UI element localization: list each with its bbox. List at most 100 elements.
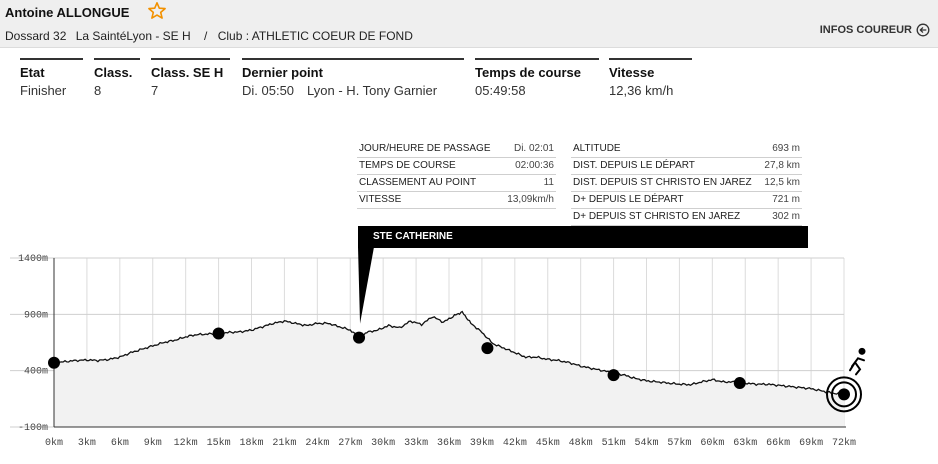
checkpoint-marker[interactable] bbox=[607, 369, 620, 382]
x-tick-label: 3km bbox=[78, 437, 96, 449]
y-tick-label: 900m bbox=[24, 310, 48, 321]
checkpoint-marker[interactable] bbox=[481, 342, 494, 355]
info-row: D+ DEPUIS ST CHRISTO EN JAREZ 302 m bbox=[571, 209, 802, 226]
x-tick-label: 36km bbox=[437, 437, 461, 449]
y-tick-label: -100m bbox=[18, 423, 48, 434]
x-tick-label: 63km bbox=[733, 437, 757, 449]
x-tick-label: 48km bbox=[569, 437, 593, 449]
x-tick-label: 0km bbox=[45, 437, 63, 449]
x-tick-label: 54km bbox=[634, 437, 658, 449]
checkpoint-marker[interactable] bbox=[48, 356, 60, 369]
x-tick-label: 24km bbox=[305, 437, 329, 449]
x-tick-label: 72km bbox=[832, 437, 856, 449]
info-value: 11 bbox=[543, 177, 554, 188]
header-bar: Antoine ALLONGUE Dossard 32 La SaintéLyo… bbox=[0, 0, 938, 48]
info-key: VITESSE bbox=[359, 194, 402, 205]
race-category: La SaintéLyon - SE H bbox=[75, 29, 191, 43]
x-tick-label: 30km bbox=[371, 437, 395, 449]
callout-pointer bbox=[358, 248, 374, 324]
stat-dernier-point: Dernier point Di. 05:50 Lyon - H. Tony Ga… bbox=[242, 58, 464, 98]
stat-temps-course: Temps de course 05:49:58 bbox=[475, 58, 599, 98]
info-key: D+ DEPUIS LE DÉPART bbox=[573, 194, 684, 205]
circle-arrow-left-icon bbox=[916, 23, 930, 37]
x-tick-label: 21km bbox=[272, 437, 296, 449]
y-axis-ticks: 1400m 900m 400m -100m bbox=[18, 254, 48, 434]
info-row: DIST. DEPUIS ST CHRISTO EN JAREZ 12,5 km bbox=[571, 175, 802, 192]
stat-vitesse: Vitesse 12,36 km/h bbox=[609, 58, 692, 98]
stat-value: 05:49:58 bbox=[475, 83, 526, 98]
infos-coureur-button[interactable]: INFOS COUREUR bbox=[820, 23, 930, 37]
stat-value: Di. 05:50 bbox=[242, 83, 295, 98]
stat-class-category: Class. SE H 7 bbox=[151, 58, 230, 98]
info-row: VITESSE 13,09km/h bbox=[357, 192, 556, 209]
checkpoint-passage-table: JOUR/HEURE DE PASSAGE Di. 02:01 TEMPS DE … bbox=[357, 141, 556, 209]
x-tick-label: 6km bbox=[111, 437, 129, 449]
info-key: D+ DEPUIS ST CHRISTO EN JAREZ bbox=[573, 211, 741, 222]
stat-value: Finisher bbox=[20, 83, 67, 98]
info-key: DIST. DEPUIS LE DÉPART bbox=[573, 160, 695, 171]
info-key: JOUR/HEURE DE PASSAGE bbox=[359, 143, 491, 154]
x-tick-label: 42km bbox=[503, 437, 527, 449]
y-tick-label: 400m bbox=[24, 367, 48, 378]
info-key: ALTITUDE bbox=[573, 143, 621, 154]
x-tick-label: 33km bbox=[404, 437, 428, 449]
checkpoint-markers bbox=[48, 327, 862, 413]
info-row: CLASSEMENT AU POINT 11 bbox=[357, 175, 556, 192]
info-row: D+ DEPUIS LE DÉPART 721 m bbox=[571, 192, 802, 209]
elevation-area bbox=[54, 311, 844, 427]
finish-ring-outer bbox=[826, 376, 862, 413]
stat-value: 8 bbox=[94, 83, 102, 98]
info-row: DIST. DEPUIS LE DÉPART 27,8 km bbox=[571, 158, 802, 175]
stat-value-location: Lyon - H. Tony Garnier bbox=[307, 83, 438, 98]
checkpoint-marker[interactable] bbox=[212, 327, 225, 340]
stat-value: 12,36 km/h bbox=[609, 83, 674, 98]
stat-etat: Etat Finisher bbox=[20, 58, 83, 98]
info-value: 693 m bbox=[772, 143, 800, 154]
runner-body bbox=[849, 357, 865, 376]
stat-label: Temps de course bbox=[475, 65, 581, 80]
club-name: Club : ATHLETIC COEUR DE FOND bbox=[217, 29, 413, 43]
info-key: DIST. DEPUIS ST CHRISTO EN JAREZ bbox=[573, 177, 752, 188]
athlete-name: Antoine ALLONGUE bbox=[5, 5, 130, 20]
info-row: JOUR/HEURE DE PASSAGE Di. 02:01 bbox=[357, 141, 556, 158]
favorite-star-icon[interactable] bbox=[147, 1, 167, 21]
info-value: 302 m bbox=[772, 211, 800, 222]
checkpoint-marker[interactable] bbox=[733, 377, 746, 390]
info-value: 12,5 km bbox=[764, 177, 800, 188]
x-tick-label: 39km bbox=[470, 437, 494, 449]
stat-label: Vitesse bbox=[609, 65, 655, 80]
checkpoint-distance-table: ALTITUDE 693 m DIST. DEPUIS LE DÉPART 27,8… bbox=[571, 141, 802, 226]
stat-label: Dernier point bbox=[242, 65, 323, 80]
info-row: ALTITUDE 693 m bbox=[571, 141, 802, 158]
stat-value: 7 bbox=[151, 83, 159, 98]
elevation-chart[interactable]: 1400m 900m 400m -100m 0km 3km 6km 9km 12km 15km 1… bbox=[0, 248, 938, 464]
info-value: 02:00:36 bbox=[515, 160, 554, 171]
info-key: TEMPS DE COURSE bbox=[359, 160, 456, 171]
x-tick-label: 18km bbox=[239, 437, 263, 449]
info-value: 721 m bbox=[772, 194, 800, 205]
runner-icon bbox=[849, 347, 866, 376]
x-tick-label: 60km bbox=[700, 437, 724, 449]
infos-coureur-label: INFOS COUREUR bbox=[819, 24, 912, 36]
info-value: 13,09km/h bbox=[507, 194, 554, 205]
separator: / bbox=[204, 29, 208, 43]
x-tick-label: 12km bbox=[174, 437, 198, 449]
checkpoint-marker[interactable] bbox=[353, 331, 366, 344]
selected-checkpoint-label: STE CATHERINE bbox=[358, 226, 808, 248]
stat-class: Class. 8 bbox=[94, 58, 140, 98]
stat-label: Class. bbox=[94, 65, 133, 80]
x-tick-label: 9km bbox=[144, 437, 162, 449]
info-value: Di. 02:01 bbox=[513, 143, 554, 154]
x-tick-label: 51km bbox=[602, 437, 626, 449]
finish-ring-inner bbox=[831, 381, 857, 408]
info-key: CLASSEMENT AU POINT bbox=[359, 177, 477, 188]
info-value: 27,8 km bbox=[764, 160, 800, 171]
runner-head bbox=[858, 347, 866, 355]
x-tick-label: 66km bbox=[766, 437, 790, 449]
x-tick-label: 57km bbox=[667, 437, 691, 449]
x-tick-label: 27km bbox=[338, 437, 362, 449]
elevation-line bbox=[53, 310, 845, 396]
x-axis-ticks: 0km 3km 6km 9km 12km 15km 18km 21km 24km 27km 30km… bbox=[45, 437, 856, 449]
checkpoint-marker[interactable] bbox=[838, 388, 850, 401]
stat-label: Class. SE H bbox=[151, 65, 224, 80]
